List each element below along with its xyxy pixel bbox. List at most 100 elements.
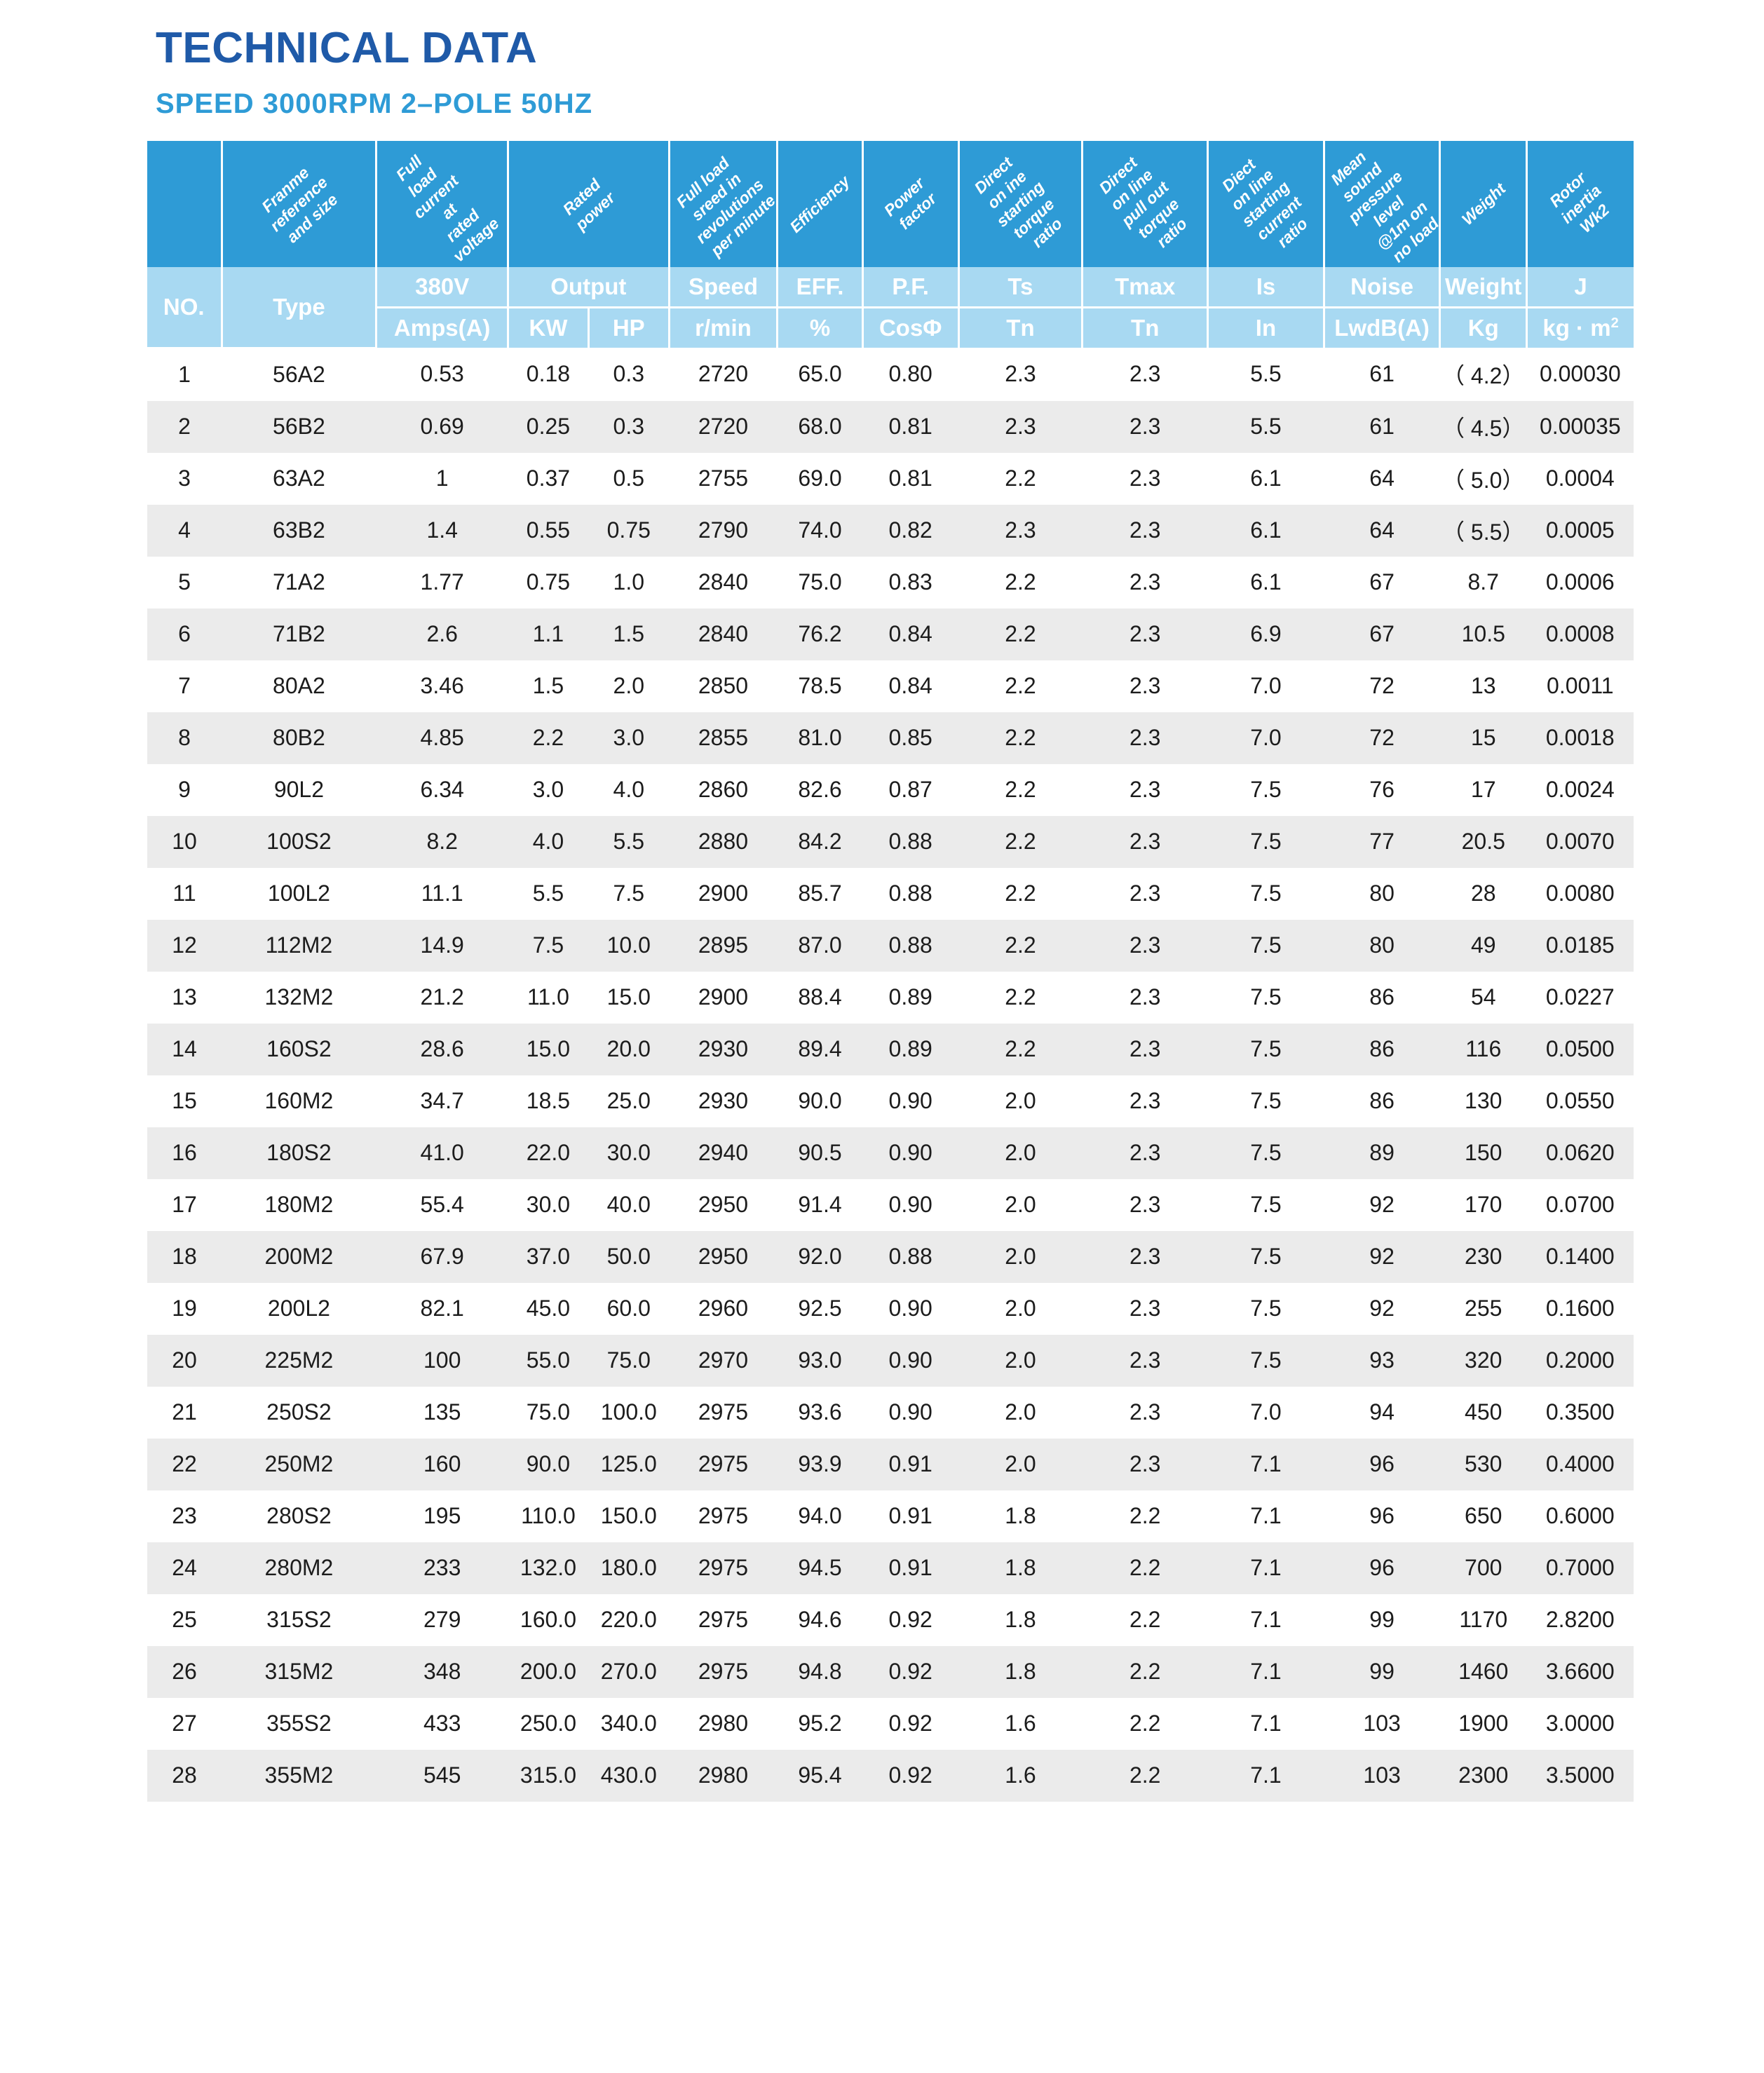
cell-is: 7.0 (1207, 1386, 1324, 1439)
subheader-kg: Kg (1439, 307, 1528, 348)
cell-pf: 0.90 (862, 1282, 959, 1335)
cell-weight: 650 (1439, 1490, 1527, 1542)
cell-is: 7.5 (1207, 815, 1324, 868)
cell-hp: 10.0 (588, 919, 670, 972)
cell-hp: 4.0 (588, 763, 670, 816)
cell-eff: 81.0 (777, 712, 863, 764)
cell-no: 1 (147, 348, 222, 401)
cell-speed: 2970 (669, 1334, 778, 1387)
diag-header-full-load-current: Full load current at rated voltage (376, 141, 510, 267)
cell-ts: 2.2 (958, 556, 1083, 609)
cell-type: 250S2 (222, 1386, 376, 1439)
cell-weight: 13 (1439, 660, 1527, 712)
subheader-lwdb: LwdB(A) (1324, 307, 1441, 348)
cell-ts: 2.0 (958, 1282, 1083, 1335)
table-row: 8 80B2 4.85 2.2 3.0 2855 81.0 0.85 2.2 2.3 7.0 72 15… (147, 712, 1634, 764)
cell-type: 56B2 (222, 400, 376, 453)
cell-no: 2 (147, 400, 222, 453)
cell-pf: 0.88 (862, 867, 959, 920)
cell-pf: 0.88 (862, 1230, 959, 1283)
cell-kw: 55.0 (508, 1334, 589, 1387)
cell-eff: 89.4 (777, 1023, 863, 1075)
cell-hp: 1.5 (588, 608, 670, 660)
cell-noise: 76 (1324, 763, 1440, 816)
cell-amps: 348 (376, 1645, 508, 1698)
cell-kw: 75.0 (508, 1386, 589, 1439)
cell-noise: 92 (1324, 1282, 1440, 1335)
cell-tmax: 2.3 (1082, 660, 1208, 712)
subheader-amps: Amps(A) (376, 307, 510, 348)
cell-j: 0.1600 (1526, 1282, 1634, 1335)
cell-speed: 2840 (669, 608, 778, 660)
cell-noise: 72 (1324, 660, 1440, 712)
cell-eff: 93.6 (777, 1386, 863, 1439)
cell-eff: 75.0 (777, 556, 863, 609)
cell-eff: 74.0 (777, 504, 863, 557)
cell-noise: 67 (1324, 608, 1440, 660)
cell-noise: 92 (1324, 1178, 1440, 1231)
table-row: 21 250S2 135 75.0 100.0 2975 93.6 0.90 2.0 2.3 7.0… (147, 1386, 1634, 1439)
cell-tmax: 2.3 (1082, 971, 1208, 1024)
cell-is: 7.0 (1207, 712, 1324, 764)
cell-amps: 1.4 (376, 504, 508, 557)
cell-speed: 2980 (669, 1697, 778, 1750)
table-row: 20 225M2 100 55.0 75.0 2970 93.0 0.90 2.0 2.3 7.5 9… (147, 1334, 1634, 1387)
table-row: 23 280S2 195 110.0 150.0 2975 94.0 0.91 1.8 2.2 7.… (147, 1490, 1634, 1542)
cell-amps: 0.69 (376, 400, 508, 453)
cell-hp: 270.0 (588, 1645, 670, 1698)
subheader-pf: P.F. (862, 267, 960, 308)
cell-noise: 86 (1324, 971, 1440, 1024)
subheader-kgm2: kg · m2 (1526, 307, 1634, 348)
cell-ts: 2.0 (958, 1075, 1083, 1127)
cell-ts: 2.3 (958, 348, 1083, 401)
cell-amps: 82.1 (376, 1282, 508, 1335)
cell-type: 280M2 (222, 1542, 376, 1594)
table-row: 11 100L2 11.1 5.5 7.5 2900 85.7 0.88 2.2 2.3 7.5 80… (147, 867, 1634, 920)
cell-speed: 2900 (669, 867, 778, 920)
cell-j: 0.0018 (1526, 712, 1634, 764)
cell-is: 7.5 (1207, 1178, 1324, 1231)
cell-speed: 2900 (669, 971, 778, 1024)
cell-ts: 1.6 (958, 1697, 1083, 1750)
cell-is: 7.5 (1207, 919, 1324, 972)
cell-type: 56A2 (222, 348, 376, 401)
cell-type: 71B2 (222, 608, 376, 660)
diag-header-weight: Weight (1439, 141, 1528, 267)
cell-weight: 320 (1439, 1334, 1527, 1387)
cell-type: 63B2 (222, 504, 376, 557)
cell-amps: 545 (376, 1749, 508, 1802)
cell-ts: 2.2 (958, 660, 1083, 712)
cell-amps: 0.53 (376, 348, 508, 401)
cell-no: 10 (147, 815, 222, 868)
cell-type: 71A2 (222, 556, 376, 609)
cell-weight: 54 (1439, 971, 1527, 1024)
cell-no: 23 (147, 1490, 222, 1542)
cell-tmax: 2.3 (1082, 608, 1208, 660)
cell-is: 6.1 (1207, 452, 1324, 505)
cell-type: 100L2 (222, 867, 376, 920)
table-row: 17 180M2 55.4 30.0 40.0 2950 91.4 0.90 2.0 2.3 7.5… (147, 1178, 1634, 1231)
cell-hp: 30.0 (588, 1127, 670, 1179)
cell-hp: 0.3 (588, 400, 670, 453)
cell-amps: 1 (376, 452, 508, 505)
subheader-is: Is (1207, 267, 1325, 308)
cell-weight: 15 (1439, 712, 1527, 764)
cell-speed: 2790 (669, 504, 778, 557)
cell-eff: 78.5 (777, 660, 863, 712)
cell-is: 5.5 (1207, 348, 1324, 401)
cell-noise: 64 (1324, 452, 1440, 505)
cell-j: 3.0000 (1526, 1697, 1634, 1750)
cell-tmax: 2.3 (1082, 1023, 1208, 1075)
cell-is: 5.5 (1207, 400, 1324, 453)
cell-amps: 6.34 (376, 763, 508, 816)
cell-amps: 279 (376, 1593, 508, 1646)
cell-tmax: 2.3 (1082, 1178, 1208, 1231)
cell-j: 0.0185 (1526, 919, 1634, 972)
subheader-rmin: r/min (669, 307, 779, 348)
cell-ts: 1.8 (958, 1542, 1083, 1594)
cell-tmax: 2.3 (1082, 556, 1208, 609)
cell-eff: 93.9 (777, 1438, 863, 1490)
cell-kw: 0.25 (508, 400, 589, 453)
cell-eff: 84.2 (777, 815, 863, 868)
cell-eff: 94.8 (777, 1645, 863, 1698)
